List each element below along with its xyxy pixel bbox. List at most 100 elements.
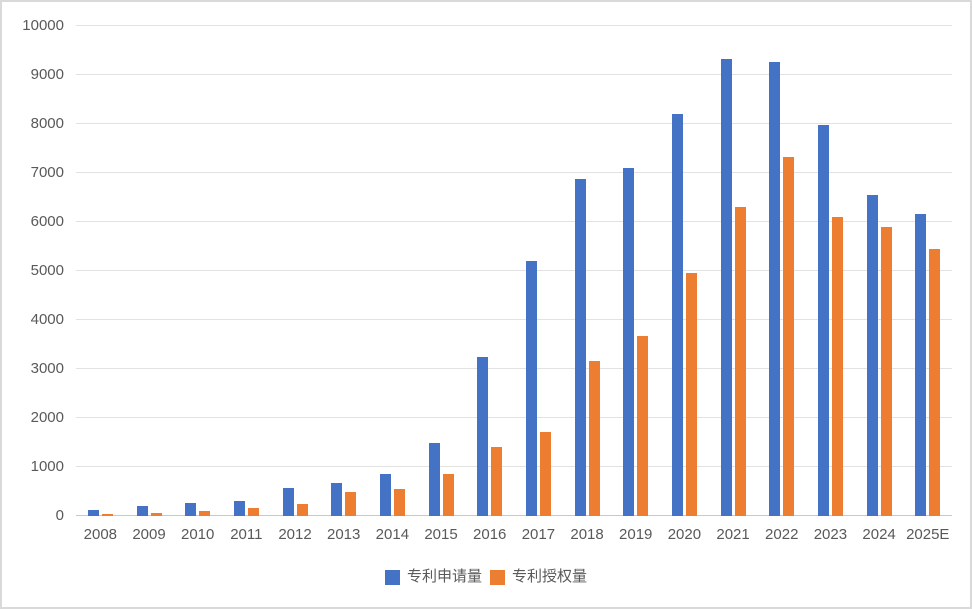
bar-group-2014 xyxy=(368,26,417,516)
bar-group-2017 xyxy=(514,26,563,516)
y-tick-label: 5000 xyxy=(30,262,64,279)
bar-group-2011 xyxy=(222,26,271,516)
x-tick-label-2010: 2010 xyxy=(180,526,215,543)
y-tick-label: 10000 xyxy=(22,17,64,34)
legend-item-applications: 专利申请量 xyxy=(384,568,482,586)
x-tick-label-2008: 2008 xyxy=(83,526,118,543)
bar-group-2018 xyxy=(563,26,612,516)
bar-grants-2009 xyxy=(150,512,162,516)
bar-group-2025E xyxy=(903,26,952,516)
bar-grants-2022 xyxy=(783,157,795,516)
bar-applications-2016 xyxy=(477,356,489,516)
bar-applications-2010 xyxy=(185,502,197,516)
bar-applications-2021 xyxy=(720,58,732,516)
bar-applications-2008 xyxy=(87,510,99,516)
bar-grants-2023 xyxy=(831,216,843,516)
x-tick-label-2019: 2019 xyxy=(619,526,653,543)
x-tick-label-2009: 2009 xyxy=(132,526,166,543)
x-tick-label-2020: 2020 xyxy=(667,526,702,543)
bar-grants-2017 xyxy=(539,431,551,516)
y-tick-label: 2000 xyxy=(30,409,64,426)
y-tick-label: 1000 xyxy=(30,458,64,475)
bar-group-2022 xyxy=(757,26,806,516)
bar-group-2010 xyxy=(173,26,222,516)
gridline-3000 xyxy=(76,368,952,369)
x-tick-label-2011: 2011 xyxy=(230,526,263,543)
gridline-0 xyxy=(76,515,952,516)
bar-grants-2013 xyxy=(345,492,357,516)
x-axis-labels: 2008 2009 2010 2011 2012 2013 2014 2015 2016 2017… xyxy=(76,526,952,544)
bar-applications-2019 xyxy=(623,167,635,516)
bar-grants-2010 xyxy=(199,511,211,516)
bar-grants-2015 xyxy=(442,473,454,516)
bar-applications-2024 xyxy=(866,195,878,516)
x-tick-label-2023: 2023 xyxy=(813,526,848,543)
bar-applications-2018 xyxy=(574,179,586,516)
bar-grants-2018 xyxy=(588,361,600,516)
gridline-8000 xyxy=(76,123,952,124)
y-axis-labels: 0 1000 2000 3000 4000 5000 6000 7000 8000 9000 100… xyxy=(2,18,64,524)
y-tick-label: 9000 xyxy=(30,66,64,83)
bar-applications-2009 xyxy=(136,506,148,516)
bar-grants-2020 xyxy=(685,273,697,516)
x-tick-label-2016: 2016 xyxy=(473,526,507,543)
y-tick-label: 0 xyxy=(55,507,64,524)
bar-grants-2014 xyxy=(393,488,405,516)
bar-applications-2025E xyxy=(915,213,927,516)
legend-item-grants: 专利授权量 xyxy=(490,568,587,586)
legend-swatch-grants xyxy=(490,569,505,585)
x-tick-label-2012: 2012 xyxy=(278,526,312,543)
bar-grants-2011 xyxy=(247,507,259,516)
bar-group-2008 xyxy=(76,26,125,516)
bar-applications-2020 xyxy=(671,114,683,516)
bar-group-2016 xyxy=(465,26,514,516)
x-tick-label-2022: 2022 xyxy=(765,526,799,543)
bar-grants-2016 xyxy=(491,447,503,516)
x-tick-label-2025E: 2025E xyxy=(906,526,950,543)
x-tick-label-2015: 2015 xyxy=(424,526,458,543)
bar-group-2015 xyxy=(417,26,466,516)
x-tick-label-2018: 2018 xyxy=(570,526,604,543)
bar-group-2024 xyxy=(855,26,904,516)
gridline-1000 xyxy=(76,466,952,467)
bar-grants-2021 xyxy=(734,207,746,516)
gridline-7000 xyxy=(76,172,952,173)
bar-applications-2014 xyxy=(379,473,391,516)
legend: 专利申请量 专利授权量 xyxy=(2,568,970,586)
bar-applications-2011 xyxy=(233,500,245,516)
bar-applications-2017 xyxy=(525,261,537,516)
bar-grants-2025E xyxy=(929,248,941,516)
bar-grants-2008 xyxy=(101,514,113,516)
bar-grants-2019 xyxy=(637,335,649,516)
x-tick-label-2021: 2021 xyxy=(716,526,750,543)
y-tick-label: 6000 xyxy=(30,213,64,230)
gridline-9000 xyxy=(76,74,952,75)
bar-grants-2024 xyxy=(880,226,892,516)
bars-container xyxy=(76,26,952,516)
legend-swatch-applications xyxy=(384,569,400,585)
bar-applications-2023 xyxy=(817,124,829,516)
bar-applications-2012 xyxy=(282,487,294,516)
gridline-6000 xyxy=(76,221,952,222)
y-tick-label: 7000 xyxy=(30,164,64,181)
x-tick-label-2014: 2014 xyxy=(375,526,410,543)
bar-group-2023 xyxy=(806,26,855,516)
x-tick-label-2013: 2013 xyxy=(327,526,361,543)
gridline-5000 xyxy=(76,270,952,271)
y-tick-label: 4000 xyxy=(30,311,64,328)
bar-group-2020 xyxy=(660,26,709,516)
gridline-10000 xyxy=(76,25,952,26)
bar-applications-2022 xyxy=(769,61,781,516)
bar-group-2013 xyxy=(319,26,368,516)
plot-area xyxy=(76,25,952,516)
bar-grants-2012 xyxy=(296,503,308,516)
y-tick-label: 8000 xyxy=(30,115,64,132)
bar-group-2021 xyxy=(709,26,758,516)
bar-group-2019 xyxy=(611,26,660,516)
bar-group-2012 xyxy=(271,26,320,516)
gridline-4000 xyxy=(76,319,952,320)
bar-group-2009 xyxy=(125,26,174,516)
bar-applications-2013 xyxy=(331,482,343,516)
x-tick-label-2024: 2024 xyxy=(862,526,896,543)
